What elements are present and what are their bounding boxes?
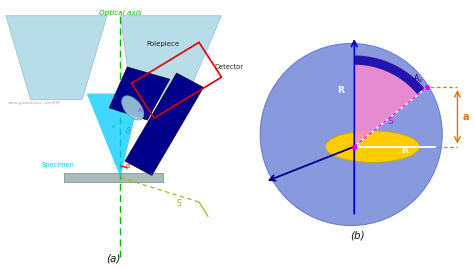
Text: Optical axis: Optical axis: [99, 10, 142, 16]
Text: A: A: [138, 108, 143, 113]
Circle shape: [260, 44, 442, 225]
Text: R: R: [401, 146, 408, 155]
Text: S: S: [388, 116, 393, 126]
Polygon shape: [64, 174, 163, 182]
Text: A$_s$: A$_s$: [413, 72, 423, 84]
Polygon shape: [354, 56, 425, 147]
Text: S: S: [177, 199, 182, 208]
Text: Specimen: Specimen: [42, 162, 75, 168]
Ellipse shape: [326, 131, 419, 162]
Text: δ: δ: [126, 128, 131, 136]
Text: (a): (a): [107, 253, 121, 263]
Polygon shape: [6, 16, 107, 100]
Polygon shape: [354, 56, 425, 95]
Polygon shape: [120, 16, 221, 100]
Text: c: c: [111, 124, 115, 129]
Text: www.globalsino.com/EM: www.globalsino.com/EM: [8, 101, 61, 105]
Text: α: α: [126, 163, 131, 169]
Text: a: a: [462, 112, 469, 122]
Text: Detector: Detector: [215, 64, 244, 70]
Text: Polepiece: Polepiece: [146, 41, 180, 47]
Polygon shape: [109, 67, 170, 120]
Polygon shape: [87, 94, 141, 178]
Ellipse shape: [122, 96, 144, 120]
Text: R: R: [337, 86, 344, 95]
Text: (b): (b): [350, 231, 365, 241]
Polygon shape: [125, 73, 203, 175]
